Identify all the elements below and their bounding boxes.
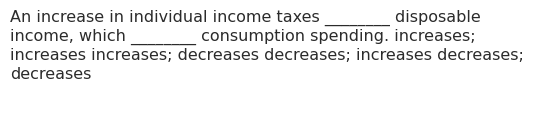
- Text: decreases: decreases: [10, 67, 92, 82]
- Text: increases increases; decreases decreases; increases decreases;: increases increases; decreases decreases…: [10, 48, 524, 63]
- Text: income, which ________ consumption spending. increases;: income, which ________ consumption spend…: [10, 29, 475, 45]
- Text: An increase in individual income taxes ________ disposable: An increase in individual income taxes _…: [10, 10, 481, 26]
